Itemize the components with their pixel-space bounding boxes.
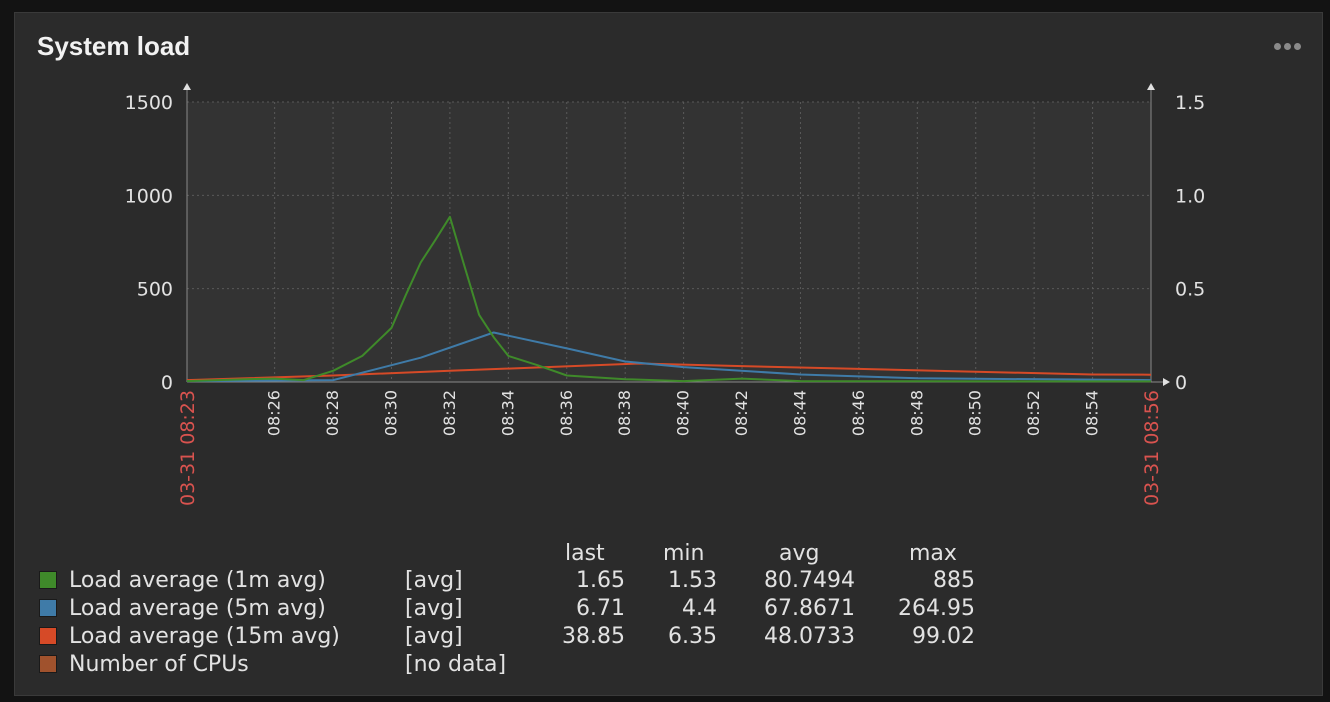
y-tick-label-left: 1000 <box>125 185 173 207</box>
legend-avg-value: 80.7494 <box>764 568 855 593</box>
y-tick-label-left: 0 <box>161 372 173 394</box>
legend-header-avg: avg <box>779 541 820 566</box>
y-tick-label-left: 500 <box>137 279 173 301</box>
x-axis-arrow <box>1163 378 1170 386</box>
x-tick-label: 08:52 <box>1024 390 1043 436</box>
series-line <box>186 362 1152 382</box>
legend-min-value: 1.53 <box>668 568 717 593</box>
legend-row-load-15m: Load average (15m avg) [avg] 38.85 6.35 … <box>35 623 1035 651</box>
more-options-button[interactable] <box>1274 35 1308 50</box>
y-tick-label-right: 0.5 <box>1175 279 1205 301</box>
x-tick-label: 08:28 <box>323 390 342 436</box>
legend-last-value: 1.65 <box>576 568 625 593</box>
legend-series-name: Load average (1m avg) <box>69 568 326 593</box>
legend-avg-value: 48.0733 <box>764 624 855 649</box>
legend-max-value: 885 <box>933 568 975 593</box>
y-axis-arrow-left <box>183 83 191 90</box>
system-load-widget: System load 1500 1000 500 0 1.5 1.0 0.5 0 08:26 0… <box>14 12 1323 696</box>
legend-row-load-5m: Load average (5m avg) [avg] 6.71 4.4 67.… <box>35 595 1035 623</box>
x-tick-label: 08:34 <box>498 390 517 436</box>
legend-min-value: 4.4 <box>682 596 717 621</box>
legend-min-value: 6.35 <box>668 624 717 649</box>
x-edge-label: 03-31 08:56 <box>1141 390 1163 506</box>
legend-series-function: [no data] <box>405 652 507 677</box>
legend-last-value: 38.85 <box>562 624 625 649</box>
y-tick-label-right: 0 <box>1175 372 1187 394</box>
x-tick-label: 08:44 <box>790 390 809 436</box>
series-line <box>186 215 1152 383</box>
legend-series-function: [avg] <box>405 596 463 621</box>
x-edge-label: 03-31 08:23 <box>177 390 199 506</box>
legend-header-last: last <box>565 541 605 566</box>
legend-avg-value: 67.8671 <box>764 596 855 621</box>
x-tick-label: 08:38 <box>615 390 634 436</box>
x-tick-label: 08:32 <box>440 390 459 436</box>
x-tick-label: 08:26 <box>265 390 284 436</box>
legend-row-load-1m: Load average (1m avg) [avg] 1.65 1.53 80… <box>35 567 1035 595</box>
y-tick-label-right: 1.0 <box>1175 185 1205 207</box>
x-tick-label: 08:40 <box>674 390 693 436</box>
series-line <box>186 331 1152 383</box>
widget-title: System load <box>37 31 191 61</box>
legend-series-name: Number of CPUs <box>69 652 249 677</box>
legend-series-function: [avg] <box>405 624 463 649</box>
legend-series-name: Load average (15m avg) <box>69 624 340 649</box>
x-tick-label: 08:46 <box>849 390 868 436</box>
x-tick-label: 08:54 <box>1083 390 1102 436</box>
legend-max-value: 264.95 <box>898 596 975 621</box>
x-tick-label: 08:42 <box>732 390 751 436</box>
legend-swatch <box>39 571 57 589</box>
x-tick-label: 08:50 <box>966 390 985 436</box>
y-tick-label-left: 1500 <box>125 92 173 114</box>
legend-series-name: Load average (5m avg) <box>69 596 326 621</box>
legend-max-value: 99.02 <box>912 624 975 649</box>
legend-series-function: [avg] <box>405 568 463 593</box>
y-tick-label-right: 1.5 <box>1175 92 1205 114</box>
plot-area <box>187 102 1151 382</box>
system-load-chart: 1500 1000 500 0 1.5 1.0 0.5 0 08:26 08:28 08:30 08:… <box>125 83 1205 506</box>
legend-header-max: max <box>909 541 957 566</box>
x-tick-label: 08:48 <box>907 390 926 436</box>
legend-header-min: min <box>663 541 705 566</box>
x-tick-label: 08:36 <box>557 390 576 436</box>
legend-row-number-of-cpus: Number of CPUs [no data] <box>35 651 1035 679</box>
y-axis-arrow-right <box>1147 83 1155 90</box>
legend-swatch <box>39 599 57 617</box>
legend-swatch <box>39 627 57 645</box>
legend-last-value: 6.71 <box>576 596 625 621</box>
x-tick-label: 08:30 <box>381 390 400 436</box>
more-icon <box>1274 43 1281 50</box>
legend-swatch <box>39 655 57 673</box>
